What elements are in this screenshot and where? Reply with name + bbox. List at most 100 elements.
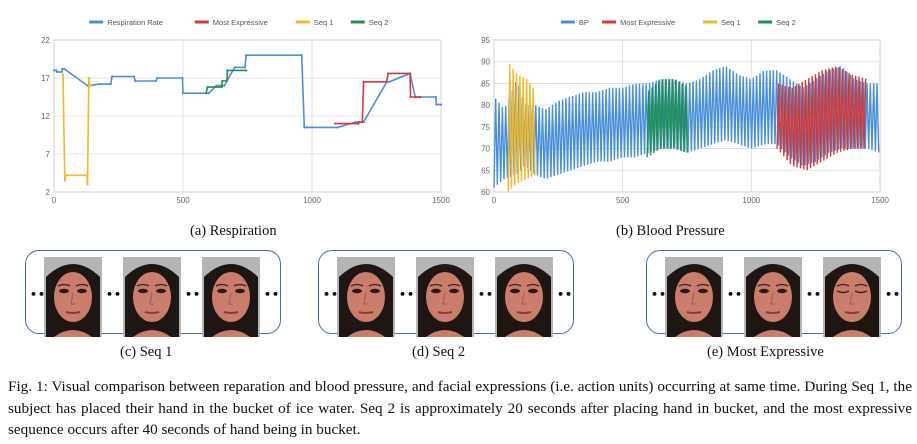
data-point — [134, 79, 137, 83]
data-point — [408, 72, 412, 75]
series-line — [646, 79, 688, 158]
series-line — [54, 54, 441, 129]
data-point — [245, 69, 248, 72]
legend-label: Respiration Rate — [107, 18, 163, 27]
data-point — [334, 122, 337, 125]
data-point — [419, 95, 422, 99]
subcaption-seq2: (d) Seq 2 — [412, 344, 466, 360]
data-point — [181, 76, 184, 80]
data-point — [87, 76, 90, 80]
respiration-chart-svg: 2 7 12 17 22 0 500 1000 1500 Respiration Rate Most… — [41, 18, 450, 205]
legend-label: Seq 1 — [314, 18, 334, 27]
ellipsis-mid: •• — [727, 287, 744, 301]
legend-label: Most Expressive — [213, 18, 268, 27]
legend-label: Seq 1 — [721, 18, 741, 27]
face-image-seq1-1 — [44, 257, 102, 337]
ellipsis-mid: •• — [399, 287, 416, 301]
blood-pressure-chart: 60 65 70 75 80 85 90 95 0 500 1000 1500 BP Most Expre… — [460, 0, 915, 220]
data-point — [99, 82, 102, 86]
face-panel-most-expressive: •• •• •• •• — [646, 250, 902, 337]
ellipsis-right: •• — [557, 287, 574, 301]
face-drawing — [337, 257, 395, 337]
data-point — [303, 126, 306, 129]
x-tick-label: 500 — [616, 196, 630, 205]
data-point — [60, 70, 63, 74]
data-point — [110, 75, 114, 78]
y-tick-label: 12 — [41, 112, 50, 121]
x-tick-label: 0 — [492, 196, 497, 205]
data-point — [305, 126, 308, 129]
blood-pressure-chart-svg: 60 65 70 75 80 85 90 95 0 500 1000 1500 BP Most Expre… — [481, 18, 889, 205]
x-tick-label: 500 — [176, 196, 190, 205]
data-point — [207, 92, 210, 95]
x-tick-label: 1500 — [432, 196, 450, 205]
data-point — [88, 84, 91, 87]
y-tick-label: 65 — [481, 166, 490, 175]
subcaption-respiration: (a) Respiration — [190, 223, 277, 239]
subcaption-seq1: (c) Seq 1 — [120, 344, 173, 360]
x-tick-label: 1500 — [871, 196, 889, 205]
y-tick-label: 90 — [481, 58, 490, 67]
series-line — [776, 66, 867, 171]
data-point — [357, 120, 361, 124]
data-point — [86, 183, 89, 186]
ellipsis-left: •• — [651, 287, 668, 301]
data-point — [156, 76, 159, 80]
ellipsis-mid: •• — [806, 287, 823, 301]
data-point — [223, 84, 226, 87]
data-point — [385, 80, 388, 83]
data-point — [61, 73, 65, 76]
face-image-expressive-1 — [665, 257, 723, 337]
data-point — [243, 66, 247, 69]
data-point — [300, 54, 303, 57]
data-point — [64, 174, 67, 177]
y-tick-label: 75 — [481, 123, 490, 132]
data-point — [52, 69, 56, 72]
face-drawing — [44, 257, 102, 337]
data-point — [245, 54, 248, 57]
y-tick-label: 2 — [46, 188, 51, 197]
data-point — [63, 179, 66, 182]
data-point — [362, 80, 365, 83]
data-point — [310, 126, 314, 129]
plot-frame — [53, 39, 442, 193]
y-tick-label: 7 — [46, 150, 51, 159]
data-point — [220, 86, 223, 89]
face-image-seq2-2 — [416, 257, 474, 337]
y-tick-label: 22 — [41, 36, 50, 45]
plot-frame — [493, 39, 881, 193]
face-image-seq1-3 — [202, 257, 260, 337]
face-image-seq2-1 — [337, 257, 395, 337]
data-point — [439, 103, 443, 106]
data-point — [409, 95, 412, 99]
y-tick-label: 60 — [481, 188, 490, 197]
data-point — [215, 84, 218, 87]
face-drawing — [202, 257, 260, 337]
y-tick-label: 70 — [481, 145, 490, 154]
face-drawing — [744, 257, 802, 337]
data-point — [221, 79, 224, 83]
face-drawing — [416, 257, 474, 337]
data-point — [55, 70, 59, 74]
ellipsis-left: •• — [323, 287, 340, 301]
x-tick-label: 0 — [52, 196, 57, 205]
y-tick-label: 17 — [41, 74, 50, 83]
ellipsis-left: •• — [30, 287, 47, 301]
data-point — [63, 67, 66, 70]
data-point — [354, 120, 357, 124]
legend-label: BP — [579, 18, 589, 27]
face-drawing — [495, 257, 553, 337]
legend-label: Seq 2 — [369, 18, 389, 27]
x-tick-label: 1000 — [303, 196, 321, 205]
face-image-seq1-2 — [123, 257, 181, 337]
data-point — [361, 120, 364, 124]
x-tick-label: 1000 — [742, 196, 760, 205]
legend-label: Most Expressive — [620, 18, 675, 27]
data-point — [434, 95, 437, 99]
ellipsis-right: •• — [885, 287, 902, 301]
figure-caption: Fig. 1: Visual comparison between repara… — [8, 378, 912, 438]
data-point — [90, 84, 93, 87]
data-point — [109, 82, 112, 86]
face-image-expressive-3 — [823, 257, 881, 337]
ellipsis-mid: •• — [478, 287, 495, 301]
